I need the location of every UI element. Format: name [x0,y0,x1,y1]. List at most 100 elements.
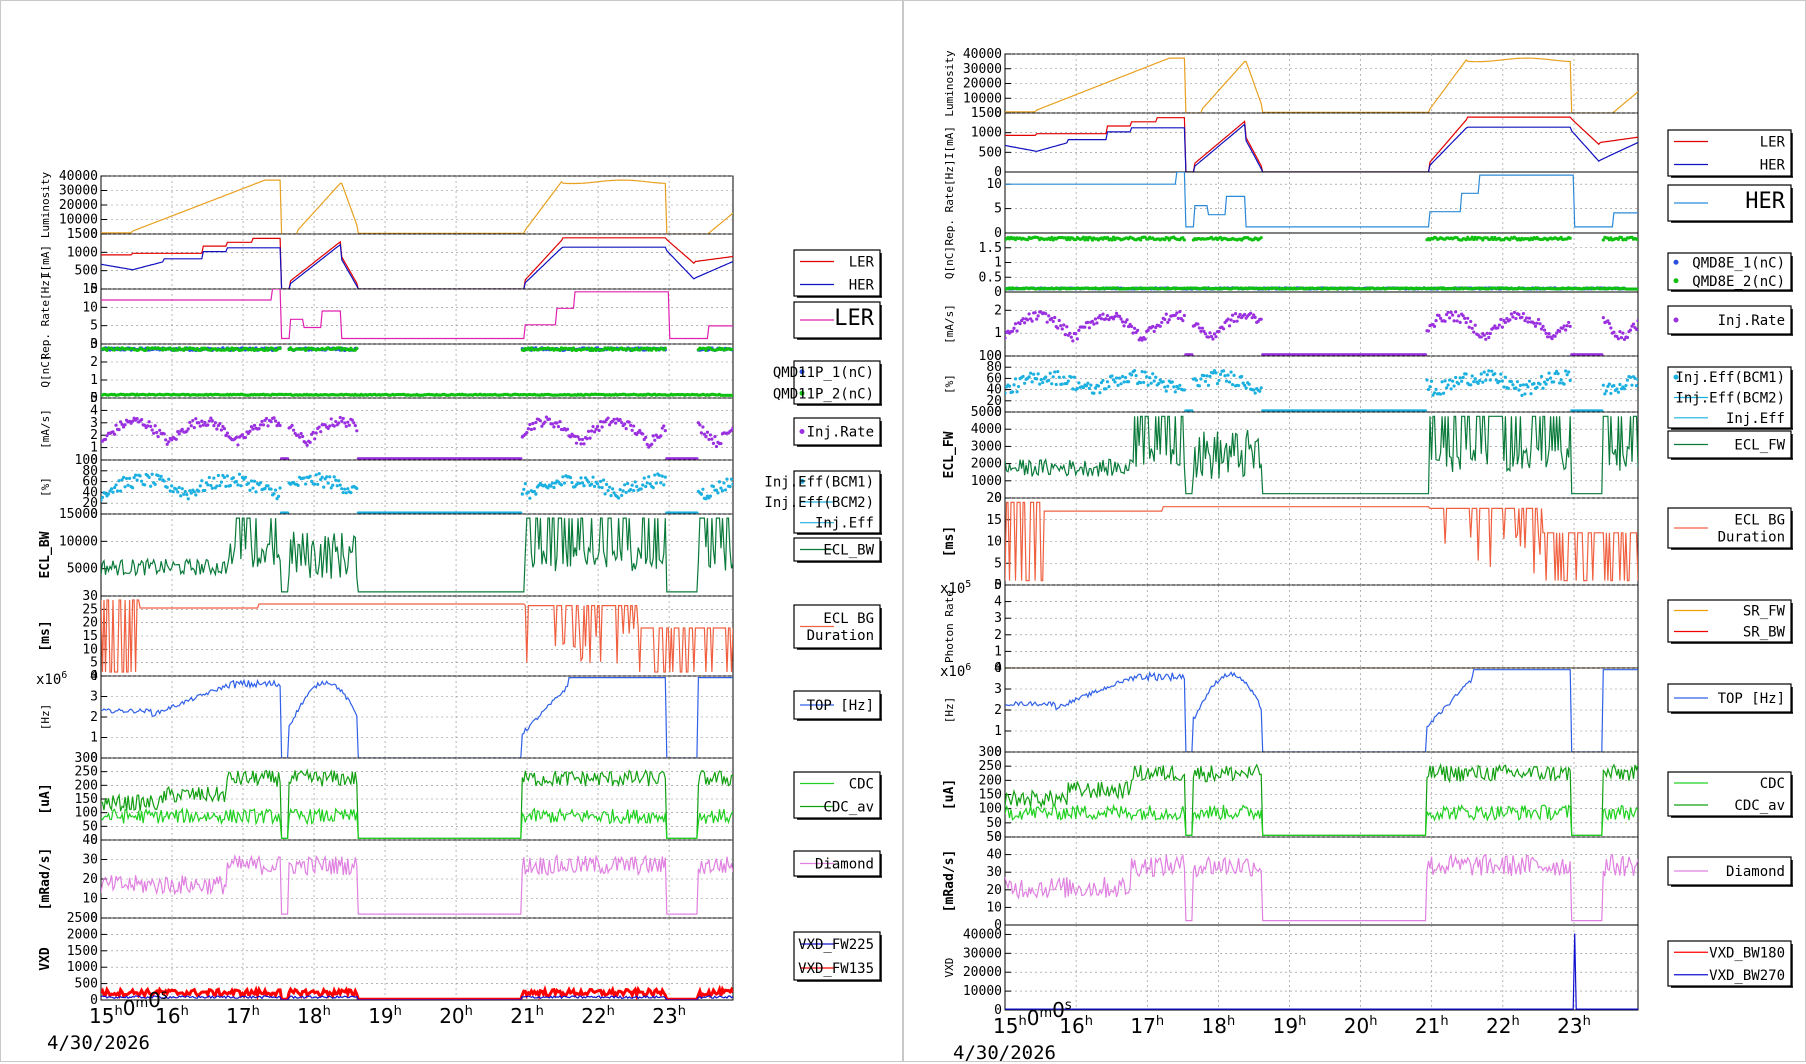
data-point [304,482,308,486]
panel-frame [100,397,734,461]
data-point [1063,332,1067,337]
legend: Diamond [793,850,882,878]
data-point [150,472,154,476]
data-point [198,484,202,488]
y-axis-label: I[mA] [39,245,52,278]
data-point [1259,317,1263,321]
data-point [1140,369,1144,374]
data-point [729,428,733,432]
data-point [162,479,166,483]
data-point [597,428,601,433]
data-point [1229,370,1233,374]
data-point [146,424,150,428]
data-point [568,435,573,439]
data-point [1090,319,1095,323]
data-point [546,486,550,490]
data-point [606,416,610,420]
data-point [1175,311,1179,315]
y-axis-label: VXD [943,958,956,978]
data-point [1618,382,1622,387]
data-point [1151,324,1155,329]
data-point [1065,381,1069,386]
data-point [519,511,523,514]
data-point [633,480,637,484]
y-tick-label: 500 [75,264,98,279]
data-point [629,488,633,492]
data-point [1044,312,1048,316]
data-point [710,437,714,441]
legend-box [793,360,881,405]
data-point [580,481,585,485]
legend: ECL_BW [793,537,882,563]
data-point [224,433,228,438]
data-point [1455,319,1459,323]
data-point [552,425,556,429]
data-point [574,441,579,445]
data-point [326,481,330,485]
data-point [1258,389,1262,393]
data-point [600,485,604,490]
y-tick-label: 0 [90,453,98,468]
data-point [705,430,710,434]
data-point [1478,379,1482,383]
data-point [1111,235,1116,239]
x-tick-label: 16h [1059,1014,1093,1038]
data-point [105,434,109,438]
legend-marker [1673,374,1679,380]
data-point [550,481,555,485]
data-point [1133,368,1137,373]
data-point [570,348,574,352]
data-point [1202,329,1206,333]
data-point [1224,379,1229,383]
data-point [275,424,279,428]
y-exponent: x106 [36,670,67,688]
data-point [1062,323,1066,327]
data-point [1111,317,1116,321]
data-point [1237,383,1241,388]
data-point [313,482,317,486]
data-point [1069,335,1073,339]
data-point [1044,375,1048,379]
data-point [313,437,317,441]
data-point [176,348,180,352]
data-point [1604,389,1608,393]
data-point [1621,331,1625,335]
data-point [269,420,273,424]
data-point [562,481,567,485]
y-tick-label: 1000 [67,245,98,260]
data-point [1509,379,1513,384]
data-point [1446,383,1450,387]
data-point [1203,332,1208,336]
data-point [657,473,661,477]
data-point [1488,378,1492,382]
data-point [1499,372,1503,376]
data-point [1218,372,1223,376]
legend-label: VXD_BW270 [1709,968,1785,984]
data-point [1636,238,1638,242]
data-point [1035,317,1039,321]
data-point [194,417,198,421]
y-tick-label: 0 [90,911,98,926]
data-point [111,430,115,434]
data-point [525,431,529,435]
y-axis-label: [mRad/s] [942,850,957,913]
data-point [212,423,216,428]
data-point [1087,326,1091,330]
data-point [731,393,733,397]
data-point [717,480,722,484]
y-exponent: x106 [940,662,971,680]
y-tick-label: 4 [994,595,1002,610]
y-tick-label: 1000 [971,126,1002,141]
data-point [623,483,627,487]
data-point [355,429,359,433]
data-point [1555,369,1559,373]
y-tick-label: 4 [994,661,1002,676]
data-point [662,483,666,487]
data-point [337,421,341,425]
data-point [105,348,109,352]
data-point [1538,382,1542,386]
data-point [1036,372,1040,376]
data-point [579,476,583,480]
panel-1: 0 500 1000 1500 I[mA] LER HER [943,106,1793,180]
data-point [1054,382,1058,387]
